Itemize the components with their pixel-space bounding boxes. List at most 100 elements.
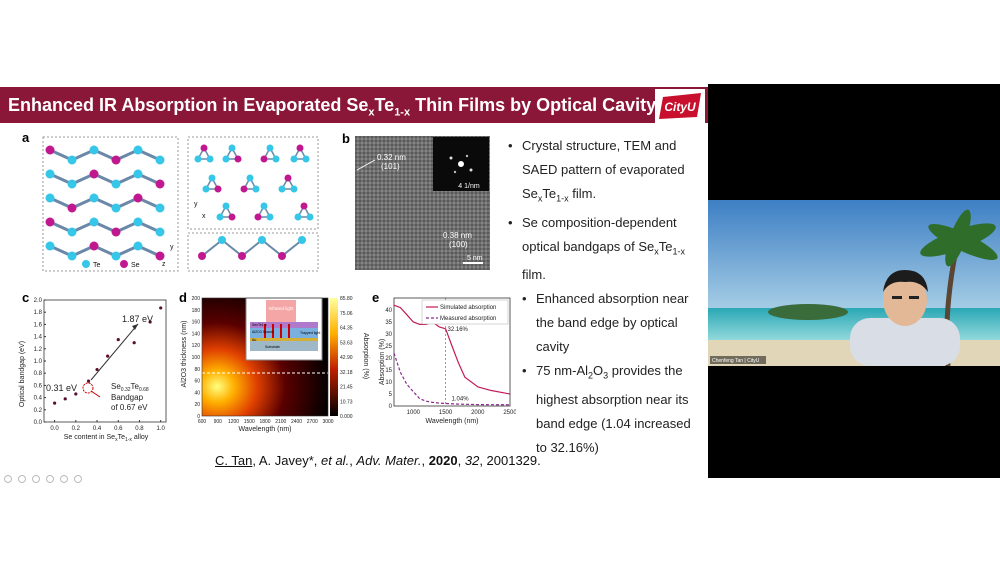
bullet-line: optical bandgaps of SexTe1-x bbox=[522, 238, 686, 257]
atom bbox=[67, 251, 77, 261]
x-tick-label: 1200 bbox=[228, 419, 239, 425]
atom bbox=[67, 227, 77, 237]
atom-bond bbox=[201, 239, 223, 257]
atom-chain-side bbox=[198, 236, 306, 260]
data-point bbox=[148, 320, 152, 324]
y-tick-label: 0.2 bbox=[34, 408, 43, 414]
atom bbox=[202, 185, 210, 193]
control-icon[interactable] bbox=[18, 475, 26, 483]
x-tick-label: 2000 bbox=[471, 410, 485, 416]
atom bbox=[258, 236, 266, 244]
simulated-absorption-line bbox=[393, 304, 511, 395]
atom bbox=[306, 213, 314, 221]
atom bbox=[133, 169, 143, 179]
atom bbox=[206, 155, 214, 163]
axis-z-label: z bbox=[162, 261, 166, 268]
y-tick-label: 80 bbox=[194, 367, 200, 373]
atom bbox=[45, 193, 55, 203]
bullet-item: Se composition-dependent optical bandgap… bbox=[508, 211, 708, 288]
bullet-line: SexTe1-x film. bbox=[522, 186, 597, 204]
legend-measured: Measured absorption bbox=[440, 316, 496, 322]
y-tick-label: 40 bbox=[385, 308, 392, 314]
control-icon[interactable] bbox=[32, 475, 40, 483]
y-tick-label: 1.0 bbox=[34, 359, 43, 365]
data-point bbox=[159, 306, 163, 310]
x-tick-label: 0.4 bbox=[93, 426, 102, 432]
atom bbox=[218, 236, 226, 244]
y-tick-label: 5 bbox=[389, 392, 393, 398]
atom-triangle bbox=[280, 176, 296, 190]
bullet-line: Crystal structure, TEM and bbox=[522, 138, 677, 153]
atom-bond bbox=[281, 239, 303, 257]
panel-label-e: e bbox=[372, 290, 380, 305]
bullet-item: Enhanced absorption near the band edge b… bbox=[522, 287, 708, 359]
atom bbox=[254, 213, 262, 221]
y-tick-label: 160 bbox=[192, 320, 201, 326]
control-icon[interactable] bbox=[46, 475, 54, 483]
atom bbox=[266, 213, 274, 221]
y-tick-label: 0.6 bbox=[34, 383, 43, 389]
y-tick-label: 20 bbox=[385, 356, 392, 362]
chart-c-xlabel: Se content in SexTe1-x alloy bbox=[64, 434, 149, 443]
chart-e-xlabel: Wavelength (nm) bbox=[425, 418, 478, 425]
atom bbox=[246, 174, 254, 182]
atom bbox=[194, 155, 202, 163]
atom bbox=[155, 227, 165, 237]
atom bbox=[67, 203, 77, 213]
lattice-plane-1: (101) bbox=[381, 162, 400, 171]
citation-author[interactable]: C. Tan bbox=[215, 453, 253, 468]
title-sub: x bbox=[368, 106, 375, 119]
panel-label-b: b bbox=[342, 131, 350, 146]
control-icon[interactable] bbox=[4, 475, 12, 483]
annotation-1.04: 1.04% bbox=[452, 397, 470, 403]
lattice-plane-2: (100) bbox=[449, 240, 468, 249]
atom bbox=[200, 144, 208, 152]
bullet-line: film. bbox=[522, 267, 546, 283]
atom bbox=[111, 203, 121, 213]
tem-scale-label: 5 nm bbox=[467, 255, 483, 262]
control-icon[interactable] bbox=[60, 475, 68, 483]
atom bbox=[290, 185, 298, 193]
y-tick-label: 0.4 bbox=[34, 396, 43, 402]
atom-bond bbox=[221, 239, 243, 257]
axis-y-label: y bbox=[170, 244, 174, 251]
y-tick-label: 40 bbox=[194, 390, 200, 396]
y-tick-label: 1.6 bbox=[34, 322, 43, 328]
data-point bbox=[95, 367, 99, 372]
citation: C. Tan, A. Javey*, et al., Adv. Mater., … bbox=[215, 453, 541, 468]
atom bbox=[266, 144, 274, 152]
atom bbox=[155, 179, 165, 189]
atom bbox=[155, 251, 165, 261]
atom bbox=[300, 202, 308, 210]
atom bbox=[133, 145, 143, 155]
y-tick-label: 25 bbox=[385, 344, 392, 350]
title-part: Thin Films by Optical Cavity bbox=[410, 95, 657, 115]
y-tick-label: 120 bbox=[192, 343, 201, 349]
atom bbox=[278, 252, 286, 260]
title-part: Te bbox=[374, 95, 395, 115]
x-tick-label: 0.6 bbox=[114, 426, 123, 432]
atom bbox=[222, 155, 230, 163]
cityu-logo: CityU bbox=[655, 89, 705, 123]
atom bbox=[222, 202, 230, 210]
atom bbox=[133, 217, 143, 227]
bottom-margin bbox=[0, 478, 1000, 562]
atom-triangle bbox=[262, 146, 278, 160]
colorbar-tick-label: 75.06 bbox=[340, 311, 353, 317]
bullet-item: 75 nm-Al2O3 provides the highest absorpt… bbox=[522, 359, 708, 460]
chart-e-ylabel: Absorption (%) bbox=[379, 339, 386, 385]
atom bbox=[296, 144, 304, 152]
slide-controls[interactable] bbox=[4, 470, 88, 483]
chart-c-ylabel: Optical bandgap (eV) bbox=[19, 341, 26, 407]
y-tick-label: 100 bbox=[192, 355, 201, 361]
svg-text:Trapped light: Trapped light bbox=[300, 331, 320, 335]
control-icon[interactable] bbox=[74, 475, 82, 483]
top-margin bbox=[0, 0, 1000, 84]
video-panel[interactable]: Chenfeng Tan | CityU bbox=[708, 84, 1000, 478]
colorbar-tick-label: 64.35 bbox=[340, 326, 353, 332]
x-tick-label: 0.0 bbox=[50, 426, 59, 432]
svg-text:Al2O3 Spacer: Al2O3 Spacer bbox=[252, 330, 275, 334]
tem-image: 4 1/nm 0.32 nm (101) 0.38 nm (100) 5 nm bbox=[355, 136, 490, 270]
chart-e-legend bbox=[421, 299, 509, 325]
x-tick-label: 2700 bbox=[307, 419, 318, 425]
